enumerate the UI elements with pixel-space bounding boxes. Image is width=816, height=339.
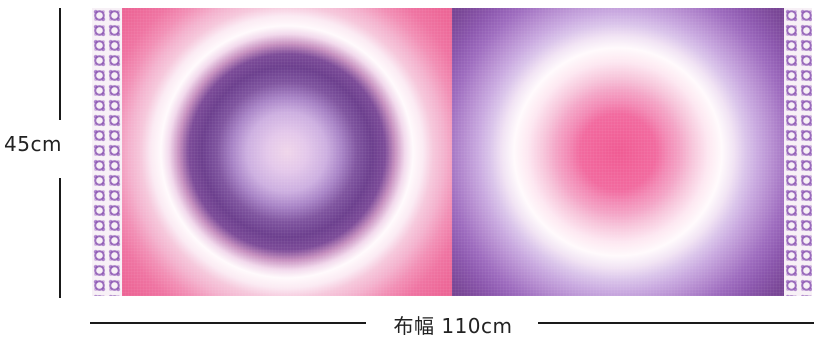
height-label: 45cm	[4, 132, 62, 156]
fabric-panel	[92, 8, 812, 296]
width-label: 布幅 110cm	[393, 314, 513, 338]
height-dimension-line-bottom	[59, 178, 61, 298]
pink-ring-panel	[122, 8, 452, 296]
height-dimension-line-top	[59, 8, 61, 120]
width-dimension-line-right	[538, 322, 814, 324]
right-floral-border	[784, 8, 812, 296]
left-floral-border	[92, 8, 122, 296]
purple-ring-panel	[452, 8, 784, 296]
width-dimension-line-left	[90, 322, 366, 324]
